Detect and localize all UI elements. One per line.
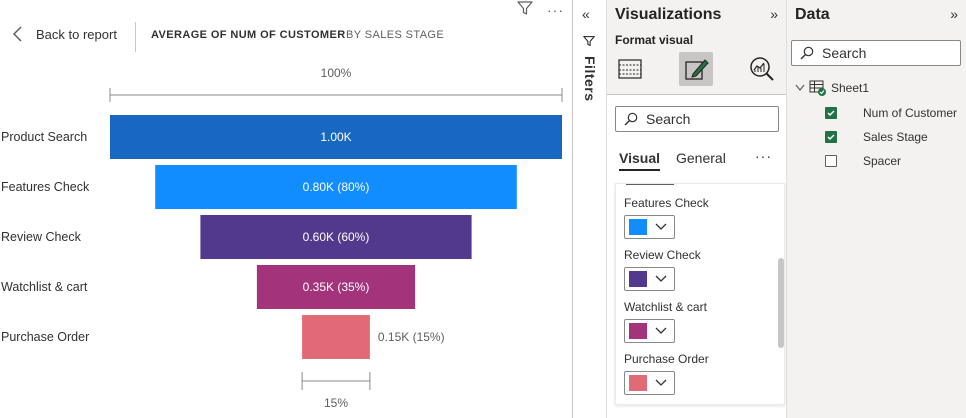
checkbox-checked[interactable]	[825, 131, 837, 143]
back-to-report-label: Back to report	[36, 26, 117, 42]
chevron-down-icon	[795, 84, 805, 91]
table-name: Sheet1	[831, 81, 870, 95]
color-picker[interactable]	[624, 319, 675, 343]
chevron-down-icon	[655, 275, 667, 282]
field-label: Spacer	[863, 154, 902, 168]
build-visual-icon[interactable]	[613, 52, 647, 86]
color-setting-purchase-order: Purchase Order	[624, 352, 709, 395]
chevron-down-icon	[655, 223, 667, 230]
data-title: Data	[795, 6, 830, 23]
checkbox-checked[interactable]	[825, 107, 837, 119]
top-percent-label: 100%	[321, 66, 352, 80]
funnel-bar	[155, 165, 517, 209]
visualizations-pane: Visualizations » Format visual Search Vi…	[606, 0, 787, 418]
funnel-bar	[302, 315, 370, 359]
color-swatch	[629, 375, 647, 391]
search-icon	[800, 46, 814, 60]
color-swatch	[629, 323, 647, 339]
format-visual-icon[interactable]	[679, 52, 713, 86]
funnel-bar	[110, 115, 562, 159]
table-icon	[809, 80, 826, 96]
field-spacer[interactable]: Spacer	[825, 154, 901, 168]
filters-label: Filters	[582, 56, 598, 102]
bottom-percent-label: 15%	[324, 396, 348, 410]
data-label: 0.15K (15%)	[378, 330, 445, 344]
color-label: Watchlist & cart	[624, 300, 707, 314]
color-setting-watchlist-cart: Watchlist & cart	[624, 300, 707, 343]
color-setting-review-check: Review Check	[624, 248, 701, 291]
report-canvas: ··· Back to report AVERAGE OF NUM OF CUS…	[0, 0, 573, 418]
category-label: Purchase Order	[1, 330, 89, 344]
back-to-report-button[interactable]: Back to report	[12, 26, 117, 42]
expand-pane-icon[interactable]: »	[770, 6, 778, 22]
format-search-input[interactable]: Search	[615, 106, 779, 132]
data-label: 0.35K (35%)	[303, 280, 370, 294]
color-picker[interactable]	[624, 215, 675, 239]
format-tabs: Visual General	[619, 150, 726, 171]
checkbox-unchecked[interactable]	[825, 155, 837, 167]
data-search-input[interactable]: Search	[791, 40, 961, 66]
filter-icon[interactable]	[517, 0, 533, 19]
color-label: Features Check	[624, 196, 709, 210]
chevron-down-icon	[655, 379, 667, 386]
scrollbar-thumb[interactable]	[778, 258, 784, 348]
analytics-icon[interactable]	[745, 52, 779, 86]
filter-funnel-icon	[583, 34, 595, 52]
category-label: Features Check	[1, 180, 90, 194]
field-num-of-customer[interactable]: Num of Customer	[825, 106, 957, 120]
format-search-placeholder: Search	[646, 111, 691, 127]
colors-card: Features Check Review Check Watchlist & …	[615, 183, 785, 405]
tab-visual[interactable]: Visual	[619, 150, 660, 171]
data-label: 0.80K (80%)	[303, 180, 370, 194]
header-divider	[135, 22, 136, 52]
color-swatch	[629, 219, 647, 235]
more-options-icon[interactable]: ···	[547, 1, 564, 18]
color-label: Review Check	[624, 248, 701, 262]
table-node-sheet1[interactable]: Sheet1	[795, 80, 869, 96]
card-divider	[626, 184, 674, 185]
color-picker[interactable]	[624, 267, 675, 291]
color-swatch	[629, 271, 647, 287]
format-panel: Search Visual General ··· Features Check…	[607, 94, 786, 418]
visual-subtitle: BY SALES STAGE	[346, 29, 445, 41]
category-label: Product Search	[1, 130, 87, 144]
funnel-chart: 100% Product Search 1.00K Features Check 0.8…	[1, 66, 563, 410]
field-sales-stage[interactable]: Sales Stage	[825, 130, 928, 144]
collapse-chevron-icon[interactable]: «	[582, 6, 590, 22]
chevron-left-icon	[12, 26, 22, 42]
tab-general[interactable]: General	[676, 150, 726, 166]
data-search-placeholder: Search	[822, 45, 867, 61]
field-label: Num of Customer	[863, 106, 958, 120]
color-label: Purchase Order	[624, 352, 709, 366]
field-label: Sales Stage	[863, 130, 928, 144]
drill-header: Back to report AVERAGE OF NUM OF CUSTOME…	[0, 18, 573, 54]
color-setting-features-check: Features Check	[624, 196, 709, 239]
visual-header-icons: ···	[517, 0, 564, 19]
expand-pane-icon[interactable]: »	[950, 6, 958, 22]
data-label: 0.60K (60%)	[303, 230, 370, 244]
funnel-bar	[200, 215, 472, 259]
data-pane: Data » Search Sheet1 Num of Customer Sal…	[787, 0, 966, 418]
color-picker[interactable]	[624, 371, 675, 395]
data-label: 1.00K	[320, 130, 351, 144]
category-label: Watchlist & cart	[1, 280, 88, 294]
chevron-down-icon	[655, 327, 667, 334]
visualizations-title: Visualizations	[615, 6, 722, 23]
category-label: Review Check	[1, 230, 82, 244]
filters-pane-collapsed[interactable]: « Filters	[573, 0, 606, 418]
search-icon	[624, 112, 638, 126]
format-visual-label: Format visual	[615, 33, 694, 47]
visual-title: AVERAGE OF NUM OF CUSTOMER	[151, 29, 346, 41]
funnel-bar	[256, 265, 416, 309]
more-options-icon[interactable]: ···	[755, 148, 772, 164]
